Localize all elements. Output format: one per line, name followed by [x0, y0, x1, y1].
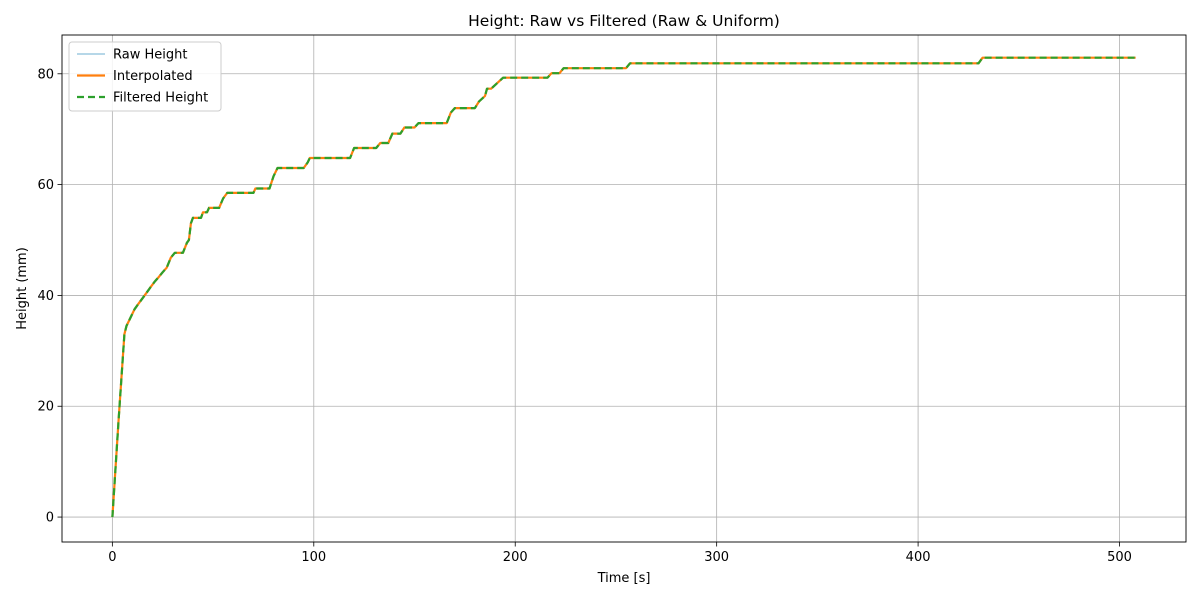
y-tick-label: 80 [37, 67, 54, 82]
y-tick-label: 0 [46, 511, 54, 526]
axis-ticks: 0 100 200 300 400 500 0 20 40 60 80 [37, 67, 1131, 565]
legend: Raw Height Interpolated Filtered Height [68, 41, 222, 112]
legend-label: Raw Height [113, 48, 187, 63]
x-axis-label: Time [s] [597, 571, 651, 586]
grid-lines [62, 35, 1186, 542]
legend-box [68, 41, 222, 112]
y-tick-label: 20 [37, 400, 54, 415]
x-tick-label: 400 [906, 550, 931, 565]
chart-title: Height: Raw vs Filtered (Raw & Uniform) [468, 12, 780, 30]
x-tick-label: 0 [108, 550, 116, 565]
plot-area-frame [61, 34, 1187, 543]
x-tick-label: 100 [301, 550, 326, 565]
y-tick-label: 60 [37, 178, 54, 193]
series-layer [111, 56, 1136, 518]
legend-label: Interpolated [113, 69, 193, 84]
series-line-filtered-height [111, 56, 1136, 518]
legend-label: Filtered Height [113, 91, 208, 106]
x-tick-label: 500 [1107, 550, 1132, 565]
y-tick-label: 40 [37, 289, 54, 304]
y-axis-label: Height (mm) [15, 247, 30, 330]
x-tick-label: 300 [704, 550, 729, 565]
x-tick-label: 200 [503, 550, 528, 565]
